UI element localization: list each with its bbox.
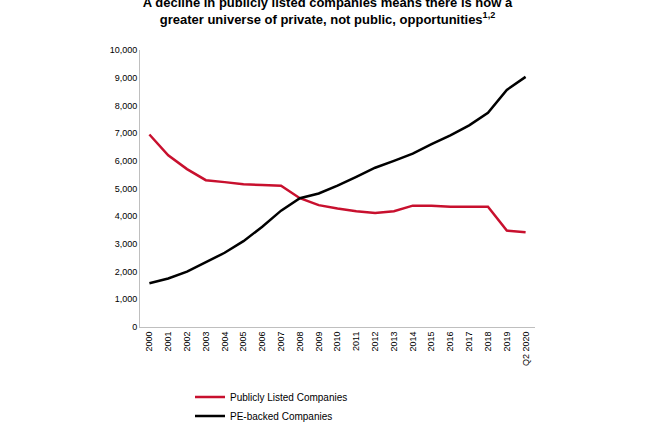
svg-text:10,000: 10,000 (110, 45, 138, 55)
svg-text:0: 0 (132, 322, 137, 332)
svg-text:2006: 2006 (257, 332, 267, 352)
svg-text:2019: 2019 (502, 332, 512, 352)
svg-text:2015: 2015 (426, 332, 436, 352)
svg-text:8,000: 8,000 (115, 101, 138, 111)
svg-text:2005: 2005 (238, 332, 248, 352)
svg-text:Q2 2020: Q2 2020 (521, 332, 531, 367)
svg-text:Publicly Listed Companies: Publicly Listed Companies (230, 392, 347, 403)
svg-text:3,000: 3,000 (115, 239, 138, 249)
svg-text:6,000: 6,000 (115, 156, 138, 166)
svg-text:5,000: 5,000 (115, 184, 138, 194)
svg-text:2,000: 2,000 (115, 267, 138, 277)
svg-text:4,000: 4,000 (115, 211, 138, 221)
svg-text:9,000: 9,000 (115, 73, 138, 83)
svg-text:PE-backed Companies: PE-backed Companies (230, 411, 332, 422)
svg-text:2000: 2000 (144, 332, 154, 352)
svg-text:2014: 2014 (408, 332, 418, 352)
svg-text:2016: 2016 (445, 332, 455, 352)
svg-text:1,000: 1,000 (115, 294, 138, 304)
svg-text:2002: 2002 (182, 332, 192, 352)
svg-text:2011: 2011 (351, 332, 361, 351)
svg-text:2017: 2017 (464, 332, 474, 352)
svg-text:2004: 2004 (220, 332, 230, 352)
svg-text:2009: 2009 (314, 332, 324, 352)
svg-text:A decline in publicly listed c: A decline in publicly listed companies m… (143, 0, 513, 27)
svg-text:7,000: 7,000 (115, 128, 138, 138)
svg-text:2007: 2007 (276, 332, 286, 352)
svg-text:2001: 2001 (163, 332, 173, 352)
svg-text:2010: 2010 (332, 332, 342, 352)
svg-text:2008: 2008 (295, 332, 305, 352)
svg-text:2003: 2003 (201, 332, 211, 352)
svg-text:2013: 2013 (389, 332, 399, 352)
svg-text:2018: 2018 (483, 332, 493, 352)
svg-text:2012: 2012 (370, 332, 380, 352)
